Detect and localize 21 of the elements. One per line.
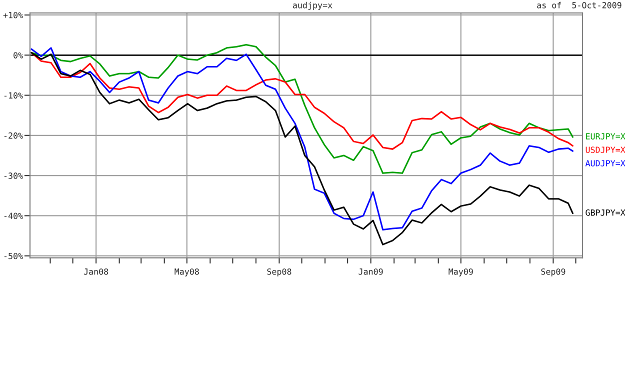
y-tick-label: 0% bbox=[14, 52, 23, 58]
x-tick-label: Jan09 bbox=[358, 268, 383, 275]
y-tick-label: -40% bbox=[4, 212, 23, 220]
series-label: GBPJPY=X bbox=[586, 209, 625, 216]
x-tick-label: Sep09 bbox=[541, 268, 566, 276]
x-tick-label: May08 bbox=[174, 268, 199, 276]
y-tick-label: +10% bbox=[3, 12, 23, 18]
y-tick-label: -20% bbox=[4, 132, 23, 139]
y-tick-label: -10% bbox=[4, 92, 23, 99]
line-series bbox=[30, 52, 574, 150]
series-label: USDJPY=X bbox=[586, 146, 625, 153]
line-series bbox=[30, 44, 574, 174]
x-tick-label: May09 bbox=[448, 268, 473, 276]
x-tick-label: Sep08 bbox=[267, 268, 292, 276]
y-tick-label: -30% bbox=[4, 172, 23, 179]
series-label: AUDJPY=X bbox=[585, 160, 625, 166]
y-tick-label: -50% bbox=[4, 252, 23, 260]
text: as of 5-Oct-2009 bbox=[537, 2, 622, 8]
chart-title: audjpy=x bbox=[292, 2, 332, 10]
series-label: EURJPY=X bbox=[586, 133, 625, 140]
x-tick-label: Jan08 bbox=[84, 268, 108, 275]
